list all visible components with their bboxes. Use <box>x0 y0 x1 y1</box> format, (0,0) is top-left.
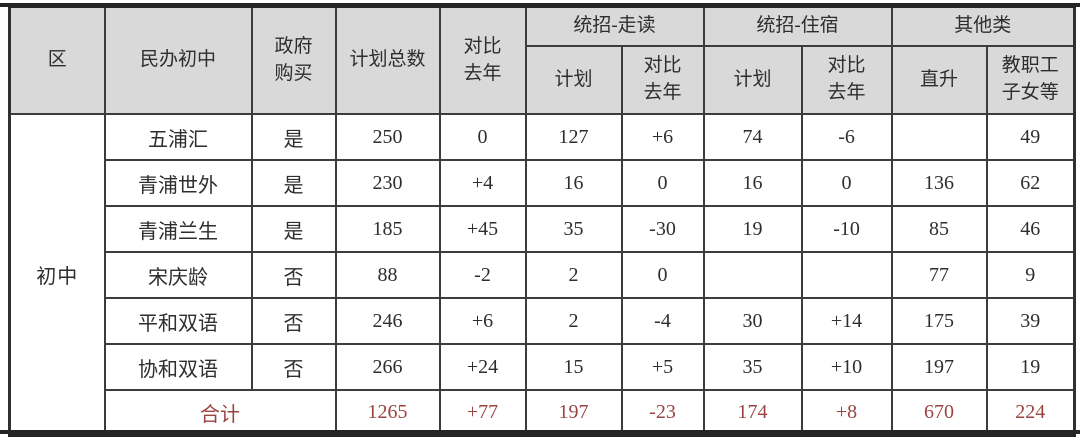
table-row: 平和双语 否 246 +6 2 -4 30 +14 175 39 <box>10 297 1076 345</box>
cell-school: 平和双语 <box>103 297 253 345</box>
cell-boarding-plan: 30 <box>702 297 803 345</box>
total-boarding-plan: 174 <box>702 389 803 436</box>
header-row-subcolumns: 计划 对比 去年 计划 对比 去年 直升 教职工 子女等 <box>10 45 1076 115</box>
header-school: 民办初中 <box>103 5 253 115</box>
table-row: 宋庆龄 否 88 -2 2 0 77 9 <box>10 251 1076 299</box>
cell-direct: 175 <box>890 297 988 345</box>
cell-vs-last-year: -2 <box>438 251 527 299</box>
cell-day-vs: 0 <box>620 159 705 207</box>
cell-plan-total: 246 <box>334 297 441 345</box>
cell-staff-children: 46 <box>985 205 1076 253</box>
cell-day-vs: -4 <box>620 297 705 345</box>
cell-boarding-plan <box>702 251 803 299</box>
cell-gov-purchase: 否 <box>250 343 337 391</box>
total-plan-total: 1265 <box>334 389 441 436</box>
subheader-day-plan: 计划 <box>524 45 623 115</box>
cell-direct <box>890 113 988 161</box>
cell-vs-last-year: +45 <box>438 205 527 253</box>
cell-boarding-vs: 0 <box>800 159 893 207</box>
header-row-groups: 区 民办初中 政府 购买 计划总数 对比 去年 统招-走读 统招-住宿 其他类 <box>8 5 1076 115</box>
subheader-staff-children: 教职工 子女等 <box>985 45 1076 115</box>
cell-school: 五浦汇 <box>103 113 253 161</box>
cell-plan-total: 185 <box>334 205 441 253</box>
subheader-boarding-vs: 对比 去年 <box>800 45 893 115</box>
total-row: 合计 1265 +77 197 -23 174 +8 670 224 <box>10 389 1076 436</box>
table-row: 青浦世外 是 230 +4 16 0 16 0 136 62 <box>10 159 1076 207</box>
header-group-other: 其他类 <box>890 5 1076 47</box>
cell-boarding-plan: 35 <box>702 343 803 391</box>
cell-gov-purchase: 是 <box>250 159 337 207</box>
cell-day-plan: 16 <box>524 159 623 207</box>
cell-boarding-vs: +10 <box>800 343 893 391</box>
cell-school: 青浦兰生 <box>103 205 253 253</box>
district-value-cell: 初中 <box>8 113 106 436</box>
cell-day-plan: 2 <box>524 251 623 299</box>
cell-direct: 85 <box>890 205 988 253</box>
cell-staff-children: 39 <box>985 297 1076 345</box>
table-row: 青浦兰生 是 185 +45 35 -30 19 -10 85 46 <box>10 205 1076 253</box>
cell-staff-children: 49 <box>985 113 1076 161</box>
cell-plan-total: 230 <box>334 159 441 207</box>
table-row: 初中 五浦汇 是 250 0 127 +6 74 -6 49 <box>8 113 1076 436</box>
cell-direct: 197 <box>890 343 988 391</box>
cell-plan-total: 266 <box>334 343 441 391</box>
header-group-boarding: 统招-住宿 <box>702 5 893 47</box>
header-group-day: 统招-走读 <box>524 5 705 47</box>
cell-staff-children: 19 <box>985 343 1076 391</box>
cell-vs-last-year: +24 <box>438 343 527 391</box>
cell-boarding-vs: -6 <box>800 113 893 161</box>
cell-day-vs: +6 <box>620 113 705 161</box>
total-day-plan: 197 <box>524 389 623 436</box>
subheader-day-vs: 对比 去年 <box>620 45 705 115</box>
cell-plan-total: 88 <box>334 251 441 299</box>
table-row: 协和双语 否 266 +24 15 +5 35 +10 197 19 <box>10 343 1076 391</box>
total-vs-last-year: +77 <box>438 389 527 436</box>
header-vs-last-year: 对比 去年 <box>438 5 527 115</box>
cell-direct: 136 <box>890 159 988 207</box>
cell-vs-last-year: +6 <box>438 297 527 345</box>
cell-day-plan: 2 <box>524 297 623 345</box>
cell-gov-purchase: 是 <box>250 205 337 253</box>
cell-day-vs: 0 <box>620 251 705 299</box>
total-direct: 670 <box>890 389 988 436</box>
cell-staff-children: 9 <box>985 251 1076 299</box>
cell-direct: 77 <box>890 251 988 299</box>
cell-plan-total: 250 <box>334 113 441 161</box>
cell-staff-children: 62 <box>985 159 1076 207</box>
cell-boarding-plan: 19 <box>702 205 803 253</box>
cell-boarding-plan: 74 <box>702 113 803 161</box>
subheader-direct: 直升 <box>890 45 988 115</box>
cell-day-plan: 127 <box>524 113 623 161</box>
header-plan-total: 计划总数 <box>334 5 441 115</box>
total-boarding-vs: +8 <box>800 389 893 436</box>
cell-school: 宋庆龄 <box>103 251 253 299</box>
cell-day-vs: +5 <box>620 343 705 391</box>
cell-school: 协和双语 <box>103 343 253 391</box>
cell-gov-purchase: 是 <box>250 113 337 161</box>
bottom-rule <box>0 430 1080 434</box>
subheader-boarding-plan: 计划 <box>702 45 803 115</box>
cell-vs-last-year: 0 <box>438 113 527 161</box>
cell-day-plan: 35 <box>524 205 623 253</box>
total-label-cell: 合计 <box>103 389 337 436</box>
cell-day-plan: 15 <box>524 343 623 391</box>
cell-boarding-vs: +14 <box>800 297 893 345</box>
cell-boarding-vs <box>800 251 893 299</box>
enrollment-plan-table: 区 民办初中 政府 购买 计划总数 对比 去年 统招-走读 统招-住宿 其他类 … <box>8 4 1077 437</box>
header-gov-purchase: 政府 购买 <box>250 5 337 115</box>
cell-vs-last-year: +4 <box>438 159 527 207</box>
total-day-vs: -23 <box>620 389 705 436</box>
cell-gov-purchase: 否 <box>250 297 337 345</box>
cell-gov-purchase: 否 <box>250 251 337 299</box>
cell-boarding-plan: 16 <box>702 159 803 207</box>
header-district: 区 <box>8 5 106 115</box>
cell-school: 青浦世外 <box>103 159 253 207</box>
cell-boarding-vs: -10 <box>800 205 893 253</box>
cell-day-vs: -30 <box>620 205 705 253</box>
total-staff-children: 224 <box>985 389 1076 436</box>
